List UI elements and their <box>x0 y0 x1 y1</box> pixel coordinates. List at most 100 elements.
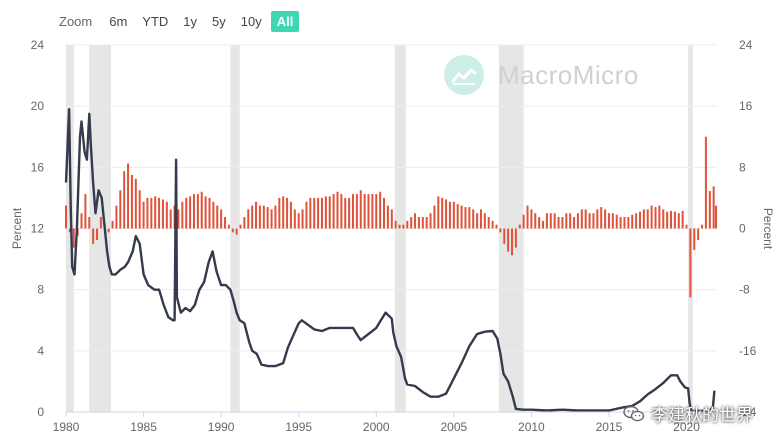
bar <box>514 228 517 248</box>
bar <box>638 211 641 229</box>
bar <box>503 228 506 244</box>
bar <box>530 209 533 229</box>
bar <box>134 178 137 229</box>
bar <box>115 205 118 229</box>
bar <box>410 217 413 229</box>
bar <box>670 210 673 229</box>
right-tick-label: -16 <box>739 344 757 358</box>
left-axis-title: Percent <box>10 207 24 249</box>
bar <box>72 228 75 248</box>
bar <box>305 201 308 229</box>
bar <box>196 194 199 229</box>
bar <box>600 207 603 229</box>
left-tick-label: 24 <box>31 38 45 52</box>
bar <box>119 190 122 229</box>
bar <box>433 205 436 229</box>
bar <box>274 205 277 229</box>
bar <box>398 224 401 229</box>
bar <box>402 224 405 229</box>
bar <box>216 205 219 229</box>
zoom-5y-button[interactable]: 5y <box>212 13 226 29</box>
bar <box>456 204 459 229</box>
right-tick-label: 0 <box>739 222 746 236</box>
x-tick-label: 2005 <box>440 420 467 434</box>
zoom-1y-button[interactable]: 1y <box>183 13 198 29</box>
right-tick-label: 8 <box>739 160 746 174</box>
bar <box>693 228 696 250</box>
bar <box>142 201 145 229</box>
right-tick-label: 16 <box>739 99 753 113</box>
bar <box>150 197 153 229</box>
bar <box>487 217 490 229</box>
bar <box>379 191 382 229</box>
left-tick-label: 0 <box>37 405 44 419</box>
bar <box>425 217 428 229</box>
bar <box>569 213 572 229</box>
bar <box>623 217 626 229</box>
bar <box>282 196 285 229</box>
bar <box>251 205 254 229</box>
bar <box>715 205 717 229</box>
bar <box>80 213 83 229</box>
bar <box>278 197 281 229</box>
bar <box>445 199 448 229</box>
x-tick-label: 1985 <box>130 420 157 434</box>
bar <box>247 209 250 229</box>
bar <box>553 213 556 229</box>
line-chart-icon <box>444 55 484 95</box>
bar <box>227 224 230 229</box>
right-tick-label: -8 <box>739 283 750 297</box>
right-tick-label: -24 <box>739 405 757 419</box>
rate-line <box>64 108 716 413</box>
bar <box>607 213 610 229</box>
bar <box>448 201 451 229</box>
bar <box>239 224 242 229</box>
bar <box>224 217 227 229</box>
bar <box>429 213 432 229</box>
bar <box>441 197 444 229</box>
bar <box>309 197 312 229</box>
wechat-icon <box>623 405 645 421</box>
bar <box>375 194 378 229</box>
macromicro-watermark: MacroMicro <box>444 55 639 95</box>
bar <box>154 196 157 229</box>
x-tick-label: 1995 <box>285 420 312 434</box>
left-tick-label: 16 <box>31 160 45 174</box>
bar <box>708 191 711 229</box>
zoom-ytd-button[interactable]: YTD <box>142 13 169 29</box>
line-series <box>64 108 716 413</box>
bar <box>704 136 707 229</box>
zoom-10y-button[interactable]: 10y <box>240 13 262 29</box>
zoom-6m-button[interactable]: 6m <box>109 13 128 29</box>
x-tick-label: 1990 <box>208 420 235 434</box>
bar <box>417 217 420 229</box>
bar <box>584 209 587 229</box>
bar <box>161 199 164 229</box>
bar <box>177 209 180 229</box>
bar <box>421 217 424 229</box>
bar <box>158 197 161 229</box>
bar <box>526 205 529 229</box>
bar <box>452 201 455 229</box>
bar <box>464 207 467 229</box>
bar <box>359 190 362 229</box>
bar <box>293 209 296 229</box>
bar <box>596 209 599 229</box>
bar <box>697 228 700 240</box>
bar <box>646 209 649 229</box>
bar <box>96 228 99 240</box>
bar <box>351 194 354 229</box>
bar <box>127 163 130 229</box>
bar <box>235 228 238 235</box>
bar <box>348 197 351 229</box>
bar <box>324 196 327 229</box>
bar <box>289 201 292 229</box>
left-tick-label: 20 <box>31 99 45 113</box>
bar <box>611 213 614 229</box>
bar <box>286 197 289 229</box>
bar <box>518 224 521 229</box>
bar <box>534 213 537 229</box>
zoom-all-button[interactable]: All <box>270 10 300 32</box>
bar <box>565 213 568 229</box>
bar <box>592 213 595 229</box>
